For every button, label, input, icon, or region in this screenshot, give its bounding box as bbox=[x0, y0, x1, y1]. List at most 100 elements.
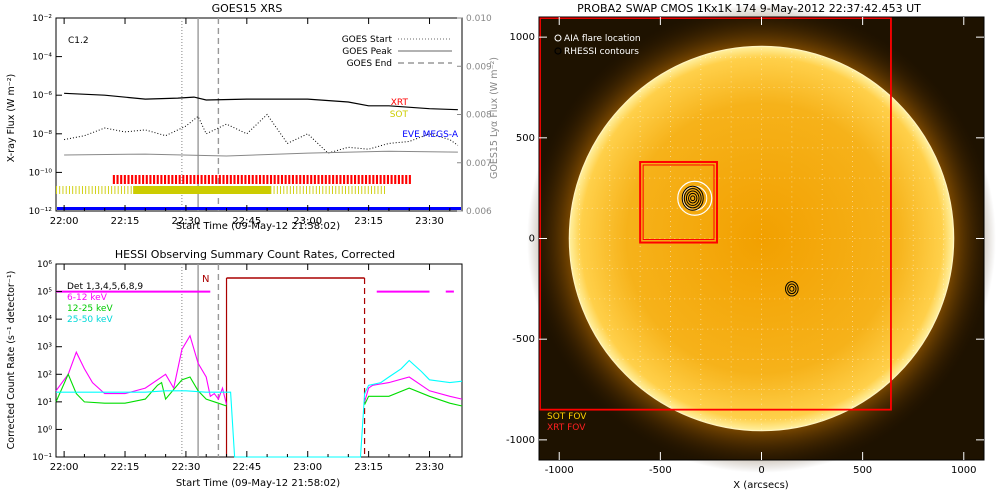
x-tick-label: 23:30 bbox=[415, 462, 444, 473]
goes-panel: GOES15 XRS 22:00 22:15 22:30 22:45 23:00 23:1… bbox=[6, 2, 500, 232]
sot-coverage-tick bbox=[296, 186, 298, 194]
xrt-coverage-tick bbox=[251, 175, 254, 184]
xrt-coverage-tick bbox=[120, 175, 123, 184]
x-tick-label: 0 bbox=[758, 465, 764, 476]
x-tick-label: 22:30 bbox=[172, 216, 201, 227]
swap-panel: PROBA2 SWAP CMOS 1Kx1K 174 9-May-2012 22… bbox=[506, 2, 996, 491]
sot-coverage-tick bbox=[81, 186, 83, 194]
xrt-coverage-tick bbox=[386, 175, 389, 184]
xrt-coverage-tick bbox=[346, 175, 349, 184]
xrt-coverage-tick bbox=[401, 175, 404, 184]
legend-rhessi-label: RHESSI contours bbox=[564, 47, 639, 57]
rhessi-contour bbox=[789, 285, 795, 292]
legend-goes-peak-label: GOES Peak bbox=[342, 47, 392, 57]
rhessi-contour bbox=[681, 185, 704, 211]
sot-coverage-tick bbox=[361, 186, 363, 194]
xrt-coverage-tick bbox=[364, 175, 368, 184]
xrt-coverage-tick bbox=[317, 175, 320, 184]
goes-series-lya bbox=[64, 150, 458, 157]
xrt-coverage-tick bbox=[193, 175, 196, 184]
sot-coverage-tick bbox=[351, 186, 353, 194]
x-tick-label: 22:30 bbox=[172, 462, 201, 473]
hessi-series-25-50-keV bbox=[56, 359, 463, 458]
y-tick-label: 10⁰ bbox=[37, 425, 52, 435]
sot-coverage-tick bbox=[293, 186, 295, 194]
hessi-plot-frame bbox=[55, 263, 463, 458]
xrt-coverage-tick bbox=[259, 175, 262, 184]
xrt-coverage-tick bbox=[174, 175, 178, 184]
xrt-coverage-tick bbox=[160, 175, 163, 184]
xrt-coverage-tick bbox=[226, 175, 229, 184]
x-tick-label: 23:15 bbox=[354, 462, 383, 473]
goes-title: GOES15 XRS bbox=[212, 2, 283, 15]
sot-coverage-tick bbox=[98, 186, 100, 194]
xrt-coverage-tick bbox=[211, 175, 214, 184]
right-y-tick-label: 0.008 bbox=[466, 111, 492, 121]
xrt-coverage-tick bbox=[153, 175, 156, 184]
xrt-coverage-tick bbox=[405, 175, 408, 184]
xrt-coverage-tick bbox=[299, 175, 302, 184]
sot-coverage-tick bbox=[348, 186, 350, 194]
goes-y-label: X-ray Flux (W m⁻²) bbox=[6, 74, 17, 163]
xrt-coverage-tick bbox=[207, 175, 210, 184]
sot-coverage-tick bbox=[312, 186, 314, 194]
goes-y-ticks: 10⁻² 10⁻⁴ 10⁻⁶ 10⁻⁸ 10⁻¹⁰ 10⁻¹² bbox=[29, 14, 62, 217]
sot-coverage-tick bbox=[332, 186, 333, 194]
rhessi-contour bbox=[785, 281, 799, 297]
xrt-coverage-tick bbox=[302, 175, 305, 184]
xrt-coverage-tick bbox=[255, 175, 258, 184]
sot-coverage-tick bbox=[319, 186, 320, 194]
right-y-tick-label: 0.009 bbox=[466, 62, 492, 72]
legend-aia-symbol bbox=[554, 34, 562, 42]
sot-coverage-tick bbox=[88, 186, 90, 194]
xrt-coverage-tick bbox=[237, 175, 240, 184]
sot-coverage-tick bbox=[299, 186, 301, 194]
legend-25-50: 25-50 keV bbox=[67, 315, 113, 325]
right-y-tick-label: 0.010 bbox=[466, 14, 492, 24]
x-tick-label: 23:00 bbox=[293, 216, 322, 227]
hessi-series bbox=[55, 290, 463, 458]
xrt-coverage-tick bbox=[310, 175, 313, 184]
sot-coverage-tick bbox=[289, 186, 291, 194]
sot-coverage-tick bbox=[91, 186, 93, 194]
sot-coverage-tick bbox=[364, 186, 366, 194]
y-tick-label: 0 bbox=[529, 234, 535, 245]
sot-coverage-tick bbox=[335, 186, 337, 194]
rhessi-contour bbox=[685, 190, 700, 206]
hessi-series-6-12-keV bbox=[55, 334, 463, 405]
sot-coverage-tick bbox=[374, 186, 376, 194]
legend-goes-start-label: GOES Start bbox=[342, 35, 393, 45]
xrt-coverage-tick bbox=[149, 175, 152, 184]
sot-coverage-tick bbox=[322, 186, 324, 194]
xrt-coverage-tick bbox=[368, 175, 371, 184]
sot-coverage-tick bbox=[127, 186, 129, 194]
sot-coverage-tick bbox=[380, 186, 382, 194]
sot-coverage-tick bbox=[367, 186, 369, 194]
xrt-coverage-tick bbox=[131, 175, 134, 184]
xrt-coverage-tick bbox=[321, 175, 324, 184]
hessi-y-label: Corrected Count Rate (s⁻¹ detector⁻¹) bbox=[6, 271, 17, 450]
hessi-y-ticks: 10⁶ 10⁵ 10⁴ 10³ 10² 10¹ 10⁰ 10⁻¹ bbox=[32, 260, 62, 463]
goes-series-short bbox=[64, 113, 459, 154]
sot-coverage-tick bbox=[280, 186, 282, 194]
xrt-coverage-tick bbox=[248, 175, 251, 184]
sot-coverage-tick bbox=[130, 186, 132, 194]
y-tick-label: 10⁻⁶ bbox=[32, 91, 52, 101]
xrt-coverage-tick bbox=[196, 175, 199, 184]
xrt-coverage-tick bbox=[273, 175, 276, 184]
sot-coverage-tick bbox=[94, 186, 96, 194]
sot-coverage-tick bbox=[56, 186, 57, 194]
sot-coverage-tick bbox=[306, 186, 307, 194]
xrt-coverage-tick bbox=[204, 175, 207, 184]
xrt-fov-box bbox=[539, 17, 892, 411]
x-tick-label: -500 bbox=[649, 465, 672, 476]
sot-coverage-tick bbox=[377, 186, 379, 194]
xrt-coverage-tick bbox=[379, 175, 382, 184]
sot-coverage-tick bbox=[341, 186, 343, 194]
xrt-coverage-tick bbox=[291, 175, 294, 184]
goes-x-label: Start Time (09-May-12 21:58:02) bbox=[176, 221, 340, 232]
xrt-coverage-tick bbox=[156, 175, 159, 184]
sot-coverage-dense bbox=[133, 186, 272, 194]
xrt-coverage-tick bbox=[280, 175, 284, 184]
